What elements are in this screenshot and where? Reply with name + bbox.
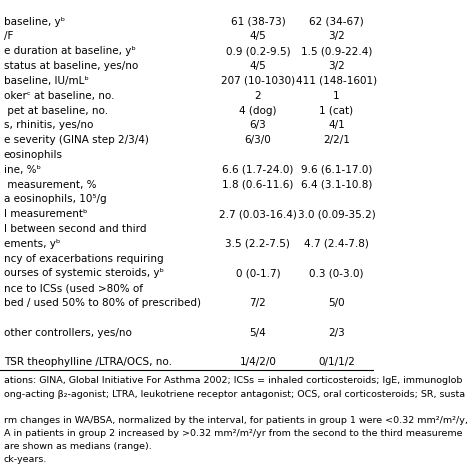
Text: 0 (0-1.7): 0 (0-1.7) xyxy=(236,268,280,278)
Text: ements, yᵇ: ements, yᵇ xyxy=(4,239,60,249)
Text: 62 (34-67): 62 (34-67) xyxy=(309,17,364,27)
Text: e duration at baseline, yᵇ: e duration at baseline, yᵇ xyxy=(4,46,136,56)
Text: 4 (dog): 4 (dog) xyxy=(239,106,277,116)
Text: 2: 2 xyxy=(255,91,261,100)
Text: ations: GINA, Global Initiative For Asthma 2002; ICSs = inhaled corticosteroids;: ations: GINA, Global Initiative For Asth… xyxy=(4,376,462,385)
Text: ine, %ᵇ: ine, %ᵇ xyxy=(4,165,41,175)
Text: l measurementᵇ: l measurementᵇ xyxy=(4,209,87,219)
Text: 411 (148-1601): 411 (148-1601) xyxy=(296,76,377,86)
Text: TSR theophylline /LTRA/OCS, no.: TSR theophylline /LTRA/OCS, no. xyxy=(4,357,172,367)
Text: 4/5: 4/5 xyxy=(249,31,266,41)
Text: 4/1: 4/1 xyxy=(328,120,345,130)
Text: 6.4 (3.1-10.8): 6.4 (3.1-10.8) xyxy=(301,180,372,190)
Text: 2/3: 2/3 xyxy=(328,328,345,337)
Text: 0/1/1/2: 0/1/1/2 xyxy=(318,357,355,367)
Text: eosinophils: eosinophils xyxy=(4,150,63,160)
Text: 1/4/2/0: 1/4/2/0 xyxy=(239,357,276,367)
Text: 6/3/0: 6/3/0 xyxy=(245,135,271,145)
Text: other controllers, yes/no: other controllers, yes/no xyxy=(4,328,132,337)
Text: A in patients in group 2 increased by >0.32 mm²/m²/yr from the second to the thi: A in patients in group 2 increased by >0… xyxy=(4,428,462,438)
Text: ong-acting β₂-agonist; LTRA, leukotriene receptor antagonist; OCS, oral corticos: ong-acting β₂-agonist; LTRA, leukotriene… xyxy=(4,390,465,399)
Text: e severity (GINA step 2/3/4): e severity (GINA step 2/3/4) xyxy=(4,135,149,145)
Text: 3/2: 3/2 xyxy=(328,31,345,41)
Text: /F: /F xyxy=(4,31,13,41)
Text: status at baseline, yes/no: status at baseline, yes/no xyxy=(4,61,138,71)
Text: okerᶜ at baseline, no.: okerᶜ at baseline, no. xyxy=(4,91,114,100)
Text: 1 (cat): 1 (cat) xyxy=(319,106,354,116)
Text: nce to ICSs (used >80% of: nce to ICSs (used >80% of xyxy=(4,283,143,293)
Text: 9.6 (6.1-17.0): 9.6 (6.1-17.0) xyxy=(301,165,372,175)
Text: 207 (10-1030): 207 (10-1030) xyxy=(221,76,295,86)
Text: pet at baseline, no.: pet at baseline, no. xyxy=(4,106,108,116)
Text: 3.0 (0.09-35.2): 3.0 (0.09-35.2) xyxy=(298,209,375,219)
Text: baseline, IU/mLᵇ: baseline, IU/mLᵇ xyxy=(4,76,89,86)
Text: 1.5 (0.9-22.4): 1.5 (0.9-22.4) xyxy=(301,46,372,56)
Text: 5/0: 5/0 xyxy=(328,298,345,308)
Text: are shown as medians (range).: are shown as medians (range). xyxy=(4,442,152,451)
Text: 1: 1 xyxy=(333,91,340,100)
Text: 61 (38-73): 61 (38-73) xyxy=(230,17,285,27)
Text: 2.7 (0.03-16.4): 2.7 (0.03-16.4) xyxy=(219,209,297,219)
Text: 6/3: 6/3 xyxy=(249,120,266,130)
Text: 6.6 (1.7-24.0): 6.6 (1.7-24.0) xyxy=(222,165,293,175)
Text: 3.5 (2.2-7.5): 3.5 (2.2-7.5) xyxy=(226,239,291,249)
Text: a eosinophils, 10⁵/g: a eosinophils, 10⁵/g xyxy=(4,194,106,204)
Text: 5/4: 5/4 xyxy=(249,328,266,337)
Text: 1.8 (0.6-11.6): 1.8 (0.6-11.6) xyxy=(222,180,293,190)
Text: measurement, %: measurement, % xyxy=(4,180,96,190)
Text: ck-years.: ck-years. xyxy=(4,455,47,464)
Text: 4/5: 4/5 xyxy=(249,61,266,71)
Text: 3/2: 3/2 xyxy=(328,61,345,71)
Text: s, rhinitis, yes/no: s, rhinitis, yes/no xyxy=(4,120,93,130)
Text: rm changes in WA/BSA, normalized by the interval, for patients in group 1 were <: rm changes in WA/BSA, normalized by the … xyxy=(4,416,468,425)
Text: 0.9 (0.2-9.5): 0.9 (0.2-9.5) xyxy=(226,46,290,56)
Text: ourses of systemic steroids, yᵇ: ourses of systemic steroids, yᵇ xyxy=(4,268,164,278)
Text: 4.7 (2.4-7.8): 4.7 (2.4-7.8) xyxy=(304,239,369,249)
Text: 2/2/1: 2/2/1 xyxy=(323,135,350,145)
Text: bed / used 50% to 80% of prescribed): bed / used 50% to 80% of prescribed) xyxy=(4,298,201,308)
Text: l between second and third: l between second and third xyxy=(4,224,146,234)
Text: ncy of exacerbations requiring: ncy of exacerbations requiring xyxy=(4,254,164,264)
Text: baseline, yᵇ: baseline, yᵇ xyxy=(4,17,65,27)
Text: 0.3 (0-3.0): 0.3 (0-3.0) xyxy=(309,268,364,278)
Text: 7/2: 7/2 xyxy=(249,298,266,308)
